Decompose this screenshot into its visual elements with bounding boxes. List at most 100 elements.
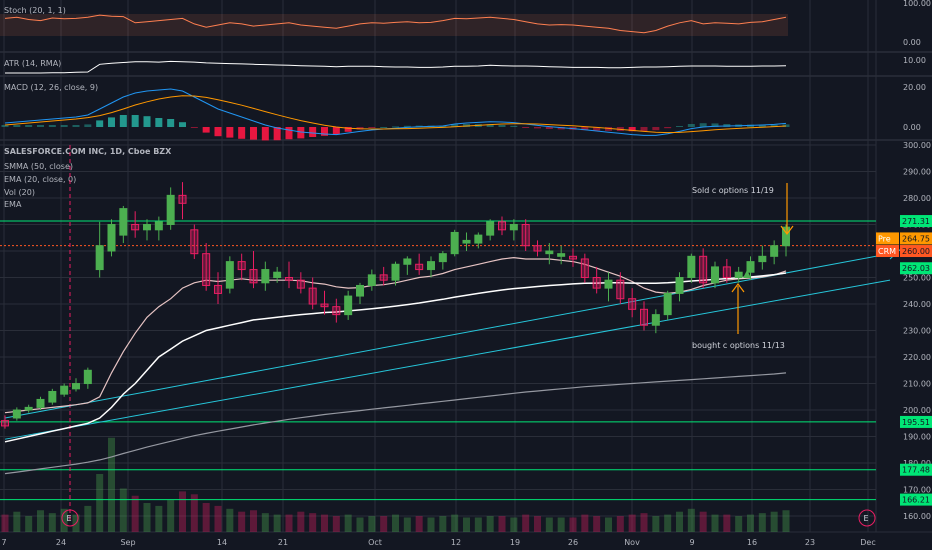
crm-tag-value: 260.00 bbox=[902, 247, 930, 256]
candle-body[interactable] bbox=[320, 303, 329, 308]
candle-body[interactable] bbox=[190, 229, 199, 255]
candle-body[interactable] bbox=[379, 274, 388, 281]
x-tick-label: Sep bbox=[120, 538, 135, 547]
candle-body[interactable] bbox=[758, 255, 767, 263]
candle-body[interactable] bbox=[770, 245, 779, 257]
candle-body[interactable] bbox=[48, 390, 57, 403]
candle-body[interactable] bbox=[782, 226, 790, 247]
candle-body[interactable] bbox=[616, 279, 625, 300]
candle-body[interactable] bbox=[166, 194, 175, 226]
candle-body[interactable] bbox=[273, 271, 282, 279]
macd-panel[interactable]: MACD (12, 26, close, 9) 20.00 0.00 bbox=[1, 83, 926, 141]
candle-body[interactable] bbox=[143, 224, 151, 231]
volume-bar bbox=[569, 517, 577, 532]
candle-body[interactable] bbox=[1, 420, 9, 427]
stochastic-panel[interactable]: Stoch (20, 1, 1) 100.00 0.00 bbox=[0, 0, 931, 47]
buy-marker-icon bbox=[743, 270, 751, 278]
candle-body[interactable] bbox=[569, 255, 577, 260]
candle-body[interactable] bbox=[711, 266, 719, 284]
candle-body[interactable] bbox=[580, 258, 589, 279]
candle-body[interactable] bbox=[214, 284, 222, 294]
candle-body[interactable] bbox=[24, 406, 33, 411]
candle-body[interactable] bbox=[154, 221, 163, 231]
macd-histogram-bar bbox=[96, 120, 104, 127]
candle-body[interactable] bbox=[462, 239, 471, 244]
volume-bar bbox=[380, 516, 388, 532]
candle-body[interactable] bbox=[438, 253, 447, 263]
candle-body[interactable] bbox=[202, 253, 211, 286]
earnings-icon[interactable] bbox=[61, 509, 79, 527]
candle-body[interactable] bbox=[296, 279, 305, 289]
macd-histogram-bar bbox=[486, 124, 494, 127]
ema-line bbox=[4, 372, 787, 475]
candle-body[interactable] bbox=[675, 277, 684, 294]
macd-histogram-bar bbox=[72, 125, 80, 127]
candle-body[interactable] bbox=[261, 269, 270, 284]
candle-body[interactable] bbox=[83, 369, 92, 385]
volume-bar bbox=[143, 503, 151, 532]
candle-body[interactable] bbox=[486, 221, 495, 236]
earnings-icon[interactable] bbox=[858, 509, 876, 527]
main-title: SALESFORCE.COM INC, 1D, Cboe BZX bbox=[4, 147, 172, 156]
candle-body[interactable] bbox=[746, 261, 755, 273]
candle-body[interactable] bbox=[60, 385, 69, 395]
candle-body[interactable] bbox=[592, 277, 601, 289]
candle-body[interactable] bbox=[734, 271, 743, 279]
candle-body[interactable] bbox=[604, 279, 613, 289]
earnings-markers: E E bbox=[61, 509, 876, 527]
candle-body[interactable] bbox=[557, 253, 566, 257]
legend-ema: EMA bbox=[4, 200, 22, 209]
candle-body[interactable] bbox=[521, 224, 530, 247]
candle-body[interactable] bbox=[533, 245, 542, 252]
candle-body[interactable] bbox=[72, 383, 80, 390]
candle-body[interactable] bbox=[545, 250, 554, 255]
candle-body[interactable] bbox=[403, 258, 412, 265]
macd-histogram-bar bbox=[321, 127, 328, 136]
candle-body[interactable] bbox=[308, 287, 317, 305]
atr-panel[interactable]: ATR (14, RMA) 10.00 bbox=[4, 56, 926, 74]
candle-body[interactable] bbox=[225, 261, 234, 289]
candle-body[interactable] bbox=[450, 231, 459, 255]
candle-body[interactable] bbox=[628, 298, 637, 310]
candle-body[interactable] bbox=[285, 277, 293, 281]
candle-body[interactable] bbox=[663, 292, 672, 316]
candle-body[interactable] bbox=[651, 314, 660, 326]
candle-body[interactable] bbox=[509, 224, 518, 231]
candle-body[interactable] bbox=[107, 224, 116, 252]
candle-body[interactable] bbox=[687, 255, 696, 279]
candle-body[interactable] bbox=[498, 221, 506, 231]
volume-bar bbox=[285, 514, 293, 532]
candle-body[interactable] bbox=[332, 306, 341, 316]
candle-body[interactable] bbox=[131, 224, 140, 231]
candle-body[interactable] bbox=[356, 284, 364, 297]
macd-histogram-bar bbox=[261, 127, 269, 141]
y-tick-label: 290.00 bbox=[903, 168, 931, 177]
candle-body[interactable] bbox=[367, 274, 376, 286]
candle-body[interactable] bbox=[119, 208, 128, 236]
candle-body[interactable] bbox=[699, 255, 708, 284]
candle-body[interactable] bbox=[415, 263, 424, 271]
candle-body[interactable] bbox=[95, 245, 104, 271]
macd-histogram-bar bbox=[699, 123, 707, 127]
candle-body[interactable] bbox=[344, 295, 353, 316]
candle-body[interactable] bbox=[722, 266, 731, 279]
candle-body[interactable] bbox=[640, 308, 648, 326]
macd-histogram-bar bbox=[238, 127, 246, 139]
volume-bar bbox=[699, 511, 707, 532]
candle-body[interactable] bbox=[474, 234, 483, 244]
volume-bar bbox=[687, 508, 695, 532]
volume-bar bbox=[13, 511, 21, 532]
volume-bar bbox=[735, 516, 743, 532]
volume-bar bbox=[96, 474, 104, 532]
candle-body[interactable] bbox=[391, 263, 400, 281]
candle-body[interactable] bbox=[12, 409, 21, 419]
candle-body[interactable] bbox=[427, 261, 435, 271]
candle-body[interactable] bbox=[178, 194, 187, 204]
price-panel[interactable]: SALESFORCE.COM INC, 1D, Cboe BZX SMMA (5… bbox=[0, 145, 905, 532]
volume-bar bbox=[1, 514, 9, 532]
candle-body[interactable] bbox=[36, 398, 45, 408]
candle-body[interactable] bbox=[237, 261, 246, 271]
candle-body[interactable] bbox=[249, 269, 258, 284]
legend-vol: Vol (20) bbox=[4, 188, 35, 197]
